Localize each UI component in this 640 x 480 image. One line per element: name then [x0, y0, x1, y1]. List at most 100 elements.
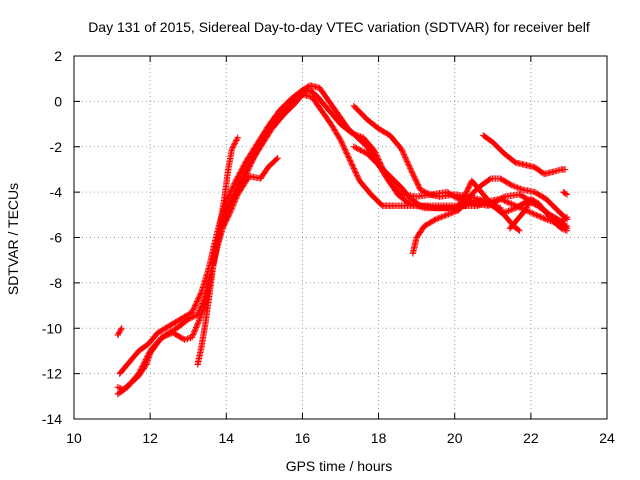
chart-title: Day 131 of 2015, Sidereal Day-to-day VTE… — [88, 19, 590, 35]
data-point — [344, 153, 352, 160]
data-point — [137, 366, 145, 373]
data-point — [436, 214, 444, 221]
data-point — [337, 136, 344, 144]
data-point — [354, 132, 361, 139]
data-point — [462, 190, 469, 198]
data-point — [227, 201, 234, 209]
data-point — [466, 181, 474, 188]
series-arc-l — [506, 195, 571, 234]
data-point — [341, 146, 349, 153]
data-point — [233, 135, 241, 143]
data-point — [239, 163, 247, 171]
data-point — [343, 148, 350, 156]
data-point — [421, 188, 428, 196]
data-point — [227, 188, 234, 195]
data-point — [328, 122, 335, 129]
data-point — [227, 200, 235, 207]
data-point — [235, 185, 242, 192]
data-point — [142, 356, 150, 363]
x-tick-label: 18 — [371, 430, 387, 446]
data-point — [449, 209, 457, 216]
data-point — [249, 156, 257, 163]
data-point — [192, 324, 200, 331]
x-tick-label: 22 — [523, 430, 539, 446]
data-point — [196, 292, 203, 300]
data-point — [346, 155, 353, 163]
data-point — [140, 360, 147, 367]
data-point — [335, 134, 343, 141]
data-point — [422, 189, 430, 196]
data-point — [239, 165, 246, 172]
data-point — [524, 201, 532, 208]
data-point — [560, 226, 568, 233]
data-point — [512, 183, 520, 191]
y-tick-label: -8 — [50, 275, 63, 291]
data-point — [561, 166, 569, 173]
data-point — [139, 363, 146, 370]
data-point — [462, 189, 470, 196]
data-point — [330, 126, 338, 133]
y-tick-label: -12 — [42, 366, 62, 382]
data-point — [245, 166, 252, 173]
data-point — [234, 174, 241, 182]
data-point — [116, 329, 123, 336]
data-point — [230, 183, 237, 190]
data-point — [504, 198, 511, 206]
data-point — [408, 168, 415, 175]
data-point — [527, 209, 535, 216]
data-point — [537, 213, 544, 221]
data-point — [195, 317, 203, 324]
data-point — [339, 140, 346, 148]
data-point — [253, 148, 260, 155]
data-point — [234, 134, 241, 141]
data-point — [337, 138, 345, 145]
data-point — [351, 168, 359, 175]
data-point — [401, 152, 408, 160]
data-point — [235, 171, 242, 179]
data-point — [562, 226, 569, 234]
data-point — [505, 207, 512, 215]
data-point — [514, 184, 521, 191]
data-point — [453, 207, 460, 214]
data-point — [199, 300, 206, 307]
data-point — [232, 177, 240, 184]
data-point — [464, 185, 472, 192]
data-point — [340, 143, 347, 150]
data-point — [432, 216, 439, 223]
data-point — [355, 174, 362, 182]
data-point — [141, 359, 148, 366]
data-point — [224, 208, 231, 216]
data-point — [194, 321, 201, 328]
data-point — [518, 186, 526, 193]
data-point — [523, 204, 530, 211]
data-point — [424, 189, 431, 197]
data-point — [353, 172, 361, 179]
data-point — [461, 192, 469, 199]
data-point — [343, 150, 351, 157]
data-point — [191, 312, 199, 320]
data-point — [540, 214, 547, 222]
data-point — [233, 137, 240, 144]
data-point — [409, 169, 416, 176]
data-point — [414, 181, 422, 188]
data-point — [228, 199, 235, 206]
data-point — [243, 170, 250, 177]
data-point — [563, 191, 571, 198]
x-tick-label: 24 — [599, 430, 615, 446]
data-point — [145, 350, 152, 357]
data-point — [198, 303, 205, 310]
data-point — [231, 178, 239, 186]
data-point — [407, 165, 414, 172]
data-point — [461, 193, 468, 200]
data-point — [400, 151, 408, 158]
series-arc-e — [194, 134, 241, 368]
data-point — [503, 208, 511, 215]
data-point — [193, 322, 200, 330]
data-point — [406, 163, 413, 171]
data-point — [197, 304, 204, 311]
data-point — [400, 149, 407, 157]
data-point — [197, 290, 205, 297]
data-point — [398, 145, 405, 153]
data-point — [329, 123, 336, 130]
data-point — [229, 196, 236, 203]
